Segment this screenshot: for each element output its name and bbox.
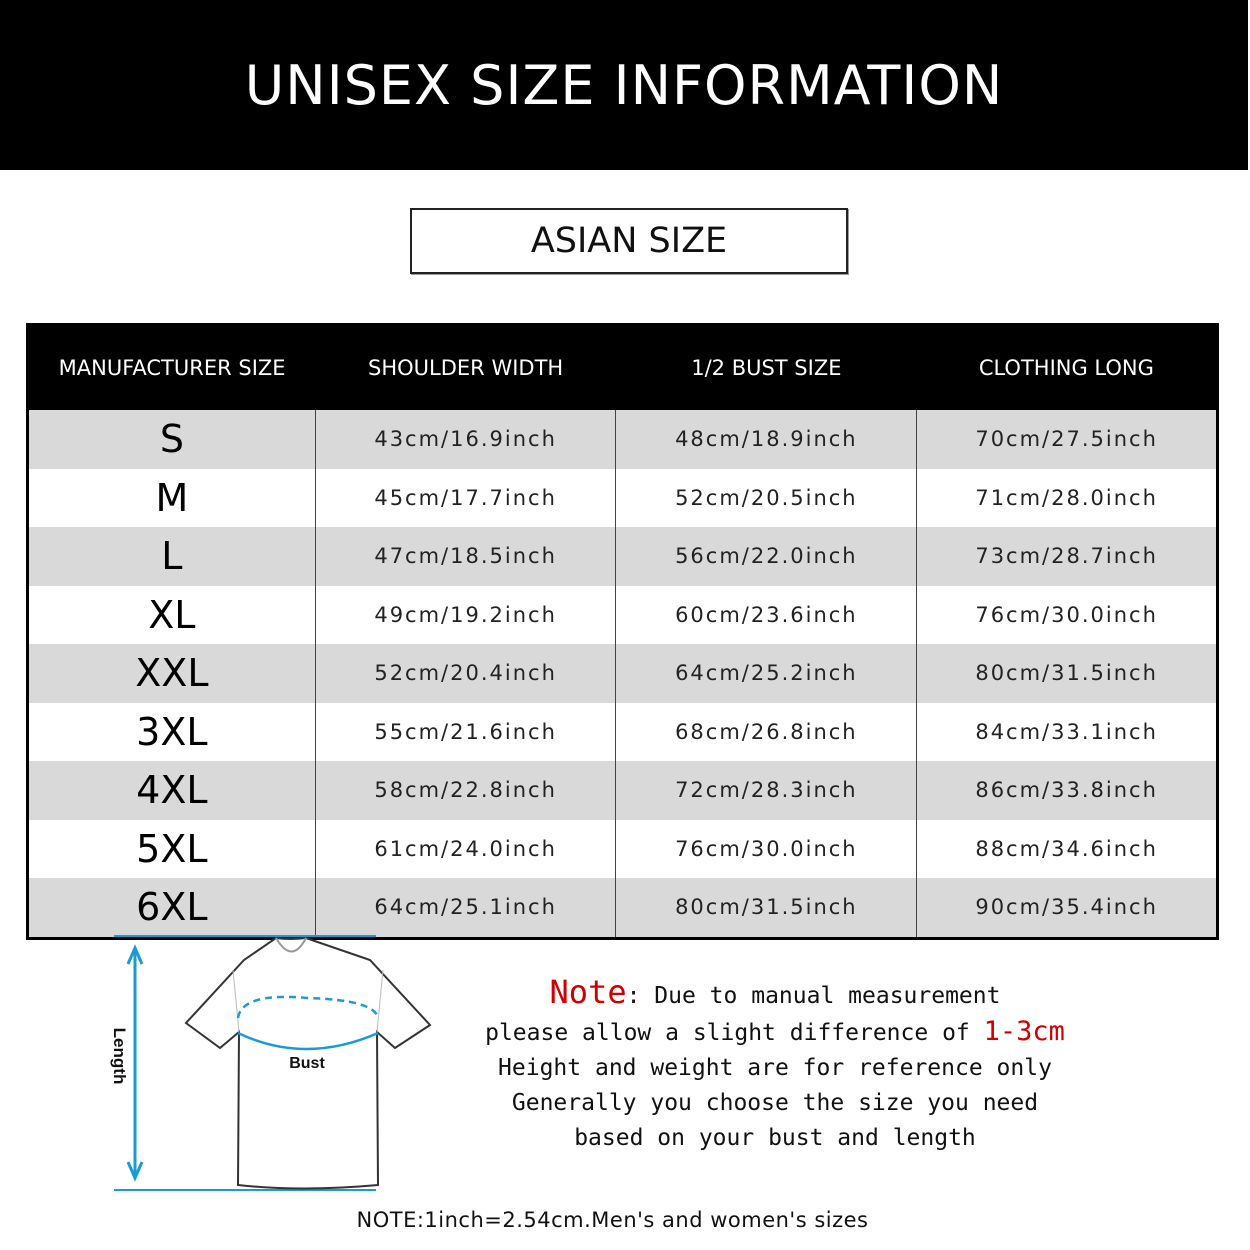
- cell-shoulder-width: 58cm/22.8inch: [314, 761, 616, 820]
- note-highlight: 1-3cm: [983, 1016, 1065, 1047]
- table-row: 4XL 58cm/22.8inch 72cm/28.3inch 86cm/33.8in…: [27, 761, 1218, 820]
- cell-shoulder-width: 43cm/16.9inch: [314, 410, 616, 469]
- table-row: 5XL 61cm/24.0inch 76cm/30.0inch 88cm/34.6in…: [28, 819, 1218, 878]
- cell-clothing-long: 70cm/27.5inch: [916, 410, 1218, 469]
- cell-clothing-long: 76cm/30.0inch: [916, 585, 1218, 644]
- cell-size: 5XL: [136, 826, 208, 871]
- note-label: Note: [549, 973, 627, 1011]
- tshirt-icon: [184, 936, 432, 1190]
- cell-shoulder-width: 45cm/17.7inch: [314, 468, 616, 527]
- cell-bust-size: 64cm/25.2inch: [615, 644, 917, 703]
- cell-bust-size: 48cm/18.9inch: [615, 410, 917, 469]
- table-header-row: MANUFACTURER SIZE SHOULDER WIDTH 1/2 BUS…: [27, 324, 1218, 410]
- cell-clothing-long: 80cm/31.5inch: [916, 644, 1218, 703]
- cell-size: XL: [148, 592, 196, 637]
- table-row: L 47cm/18.5inch 56cm/22.0inch 73cm/28.7inch: [27, 527, 1218, 586]
- note-line-4: Generally you choose the size you need: [511, 1090, 1039, 1116]
- length-label: Length: [110, 1028, 129, 1085]
- length-arrow-icon: [126, 944, 144, 1182]
- note-line-1-text: : Due to manual measurement: [626, 983, 1001, 1009]
- note-line-3: Height and weight are for reference only: [498, 1055, 1052, 1081]
- cell-clothing-long: 86cm/33.8inch: [916, 761, 1218, 820]
- table-row: 3XL 55cm/21.6inch 68cm/26.8inch 84cm/33.1in…: [28, 702, 1218, 761]
- region-label-text: ASIAN SIZE: [530, 221, 728, 261]
- cell-shoulder-width: 47cm/18.5inch: [314, 527, 616, 586]
- note-line-2: please allow a slight difference of 1-3c…: [445, 1014, 1105, 1051]
- cell-shoulder-width: 49cm/19.2inch: [314, 585, 616, 644]
- page-title-banner: UNISEX SIZE INFORMATION: [0, 0, 1248, 170]
- cell-shoulder-width: 61cm/24.0inch: [314, 819, 616, 878]
- cell-size: L: [27, 527, 316, 586]
- cell-size: S: [27, 410, 316, 469]
- footer-note: NOTE:1inch=2.54cm.Men's and women's size…: [356, 1208, 869, 1232]
- cell-shoulder-width: 52cm/20.4inch: [314, 644, 616, 703]
- cell-size: 3XL: [136, 709, 208, 754]
- cell-size: 6XL: [27, 878, 316, 938]
- cell-bust-size: 68cm/26.8inch: [615, 702, 917, 761]
- table-row: 6XL 64cm/25.1inch 80cm/31.5inch 90cm/35.4in…: [27, 878, 1218, 938]
- cell-bust-size: 60cm/23.6inch: [615, 585, 917, 644]
- cell-clothing-long: 73cm/28.7inch: [916, 527, 1218, 586]
- cell-clothing-long: 84cm/33.1inch: [916, 702, 1218, 761]
- cell-bust-size: 52cm/20.5inch: [615, 468, 917, 527]
- cell-size: 4XL: [27, 761, 316, 820]
- cell-shoulder-width: 55cm/21.6inch: [314, 702, 616, 761]
- cell-bust-size: 76cm/30.0inch: [615, 819, 917, 878]
- cell-bust-size: 72cm/28.3inch: [615, 761, 917, 820]
- cell-clothing-long: 71cm/28.0inch: [916, 468, 1218, 527]
- header-manufacturer-size: MANUFACTURER SIZE: [27, 324, 316, 410]
- table-row: XL 49cm/19.2inch 60cm/23.6inch 76cm/30.0inc…: [28, 585, 1218, 644]
- note-line-5: based on your bust and length: [574, 1125, 976, 1151]
- bust-front-curve: [237, 1031, 379, 1051]
- header-shoulder-width: SHOULDER WIDTH: [315, 324, 616, 410]
- note-line-1: Note: Due to manual measurement: [445, 975, 1105, 1014]
- bust-label: Bust: [289, 1055, 325, 1072]
- cell-clothing-long: 88cm/34.6inch: [916, 819, 1218, 878]
- measurement-note: Note: Due to manual measurement please a…: [445, 975, 1105, 1156]
- size-table: MANUFACTURER SIZE SHOULDER WIDTH 1/2 BUS…: [26, 323, 1219, 940]
- cell-size: M: [155, 475, 189, 520]
- page-title: UNISEX SIZE INFORMATION: [244, 53, 1004, 117]
- cell-size: XXL: [27, 644, 316, 703]
- table-row: M 45cm/17.7inch 52cm/20.5inch 71cm/28.0inch: [28, 468, 1218, 527]
- tshirt-measurement-diagram: Length Bust: [110, 935, 432, 1191]
- size-region-label: ASIAN SIZE: [410, 208, 848, 274]
- table-row: S 43cm/16.9inch 48cm/18.9inch 70cm/27.5inch: [27, 410, 1218, 469]
- header-bust-size: 1/2 BUST SIZE: [615, 324, 917, 410]
- table-row: XXL 52cm/20.4inch 64cm/25.2inch 80cm/31.5in…: [27, 644, 1218, 703]
- cell-bust-size: 80cm/31.5inch: [615, 878, 917, 938]
- header-clothing-long: CLOTHING LONG: [916, 324, 1218, 410]
- note-line-2-text: please allow a slight difference of: [485, 1020, 984, 1046]
- cell-bust-size: 56cm/22.0inch: [615, 527, 917, 586]
- cell-shoulder-width: 64cm/25.1inch: [314, 878, 616, 938]
- cell-clothing-long: 90cm/35.4inch: [916, 878, 1218, 938]
- bust-back-curve: [236, 995, 380, 1019]
